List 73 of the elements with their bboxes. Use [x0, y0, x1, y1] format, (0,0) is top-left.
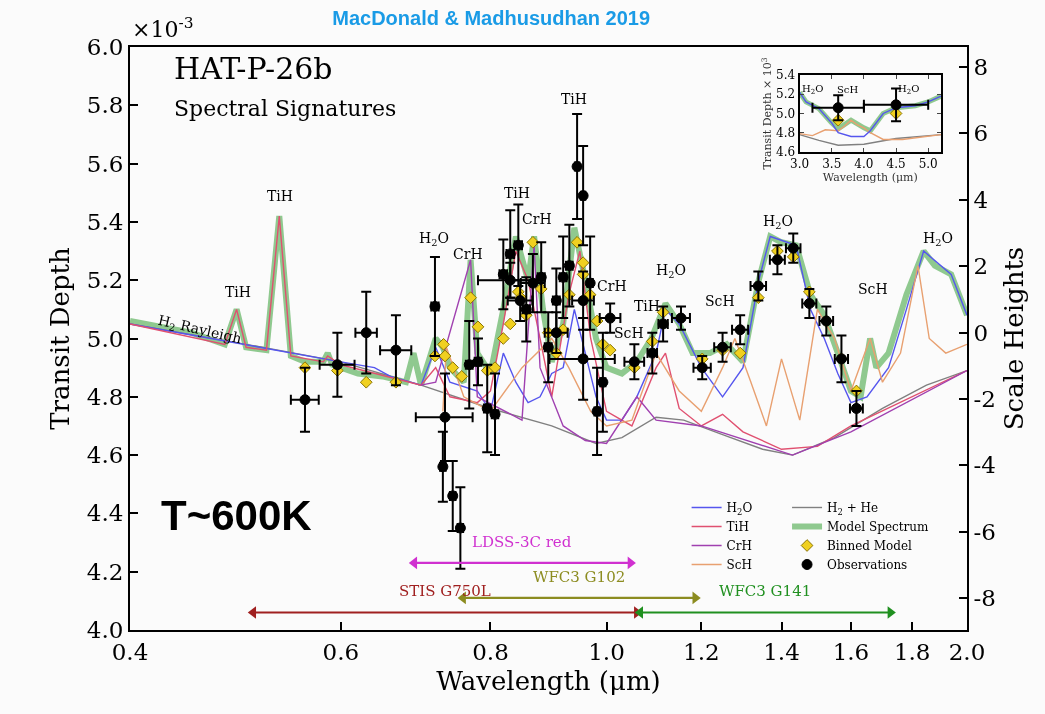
y-tick-label: 4.8 [86, 383, 124, 410]
y-tick-label: 4.6 [86, 442, 124, 469]
y2-tick-label: -2 [973, 385, 997, 412]
annotation: H$_{2}$O [419, 230, 449, 248]
annotation: TiH [634, 298, 661, 314]
y-tick-label: 4.2 [86, 558, 124, 585]
y-tick-label: 5.2 [86, 267, 124, 294]
annotation: H$_{2}$O [802, 83, 824, 97]
series-label: LDSS-3C red [472, 533, 572, 551]
y-axis-title: Transit Depth [44, 247, 75, 430]
annotation: ScH [614, 325, 644, 341]
y-tick-label: 5.0 [86, 325, 124, 352]
annotation: ScH [837, 84, 859, 95]
x-tick-label: 3.5 [822, 157, 842, 172]
annotation: CrH [597, 278, 627, 294]
text: ×10$^{-3}$ [132, 14, 194, 43]
y-tick-label: 5.4 [86, 208, 124, 235]
annotation: H$_{2}$O [923, 230, 953, 248]
series-label: WFC3 G102 [533, 568, 626, 586]
y-tick-label: 5.4 [776, 68, 796, 83]
y2-tick-label: -8 [973, 585, 997, 612]
x-tick-label: 4.0 [854, 157, 874, 172]
y-tick-label: 5.0 [776, 106, 796, 121]
legend-label: H$_{2}$ + He [827, 501, 879, 517]
x-tick-label: 0.8 [472, 638, 509, 665]
chart-title: MacDonald & Madhusudhan 2019 [332, 6, 651, 29]
annotation: T~600K [161, 492, 312, 539]
annotation: Spectral Signatures [174, 96, 397, 121]
legend-label: H$_{2}$O [726, 501, 753, 517]
legend-label: Model Spectrum [827, 520, 929, 535]
y-tick-label: 4.4 [86, 500, 124, 527]
x-tick-label: 1.2 [683, 638, 720, 665]
legend-label: CrH [726, 539, 752, 554]
x-tick-label: 4.5 [886, 157, 906, 172]
annotation: ScH [858, 281, 888, 297]
x-axis-title: Wavelength (μm) [822, 171, 918, 185]
annotation: TiH [561, 91, 588, 107]
x-tick-label: 2.0 [948, 638, 986, 665]
y2-tick-label: 2 [973, 253, 989, 280]
series-label: WFC3 G141 [719, 582, 812, 600]
legend-label: Binned Model [827, 539, 913, 554]
legend-label: TiH [726, 520, 749, 535]
y2-tick-label: 4 [973, 186, 989, 213]
y-tick-label: 5.2 [776, 87, 796, 102]
x-tick-label: 1.8 [893, 638, 931, 665]
y-tick-label: 6.0 [86, 34, 124, 61]
x-tick-label: 3.0 [790, 157, 810, 172]
annotation: CrH [522, 211, 552, 227]
y2-tick-label: 6 [973, 120, 989, 147]
annotation: HAT-P-26b [174, 51, 333, 86]
y2-tick-label: 8 [973, 53, 989, 80]
legend-label: ScH [726, 558, 753, 573]
y2-tick-label: -4 [973, 452, 997, 479]
y2-tick-label: -6 [973, 518, 997, 545]
x-axis-title: Wavelength (μm) [436, 665, 661, 696]
annotation: H$_{2}$O [656, 262, 686, 280]
y2-tick-label: 0 [973, 319, 989, 346]
legend-label: Observations [827, 558, 908, 573]
y-tick-label: 5.6 [86, 150, 124, 177]
annotation: TiH [504, 185, 531, 201]
x-tick-label: 1.0 [588, 638, 625, 665]
y-tick-label: 4.8 [776, 125, 796, 140]
annotation: ScH [705, 293, 735, 309]
x-tick-label: 1.4 [763, 638, 800, 665]
x-tick-label: 5.0 [918, 157, 938, 172]
y2-axis-title: Scale Heights [999, 246, 1030, 431]
annotation: CrH [453, 246, 483, 262]
annotation: TiH [267, 188, 294, 204]
x-tick-label: 0.6 [322, 638, 360, 665]
annotation: H$_{2}$O [763, 213, 793, 231]
annotation: TiH [225, 284, 252, 300]
x-tick-label: 1.6 [832, 638, 870, 665]
y-tick-label: 5.8 [86, 92, 124, 119]
